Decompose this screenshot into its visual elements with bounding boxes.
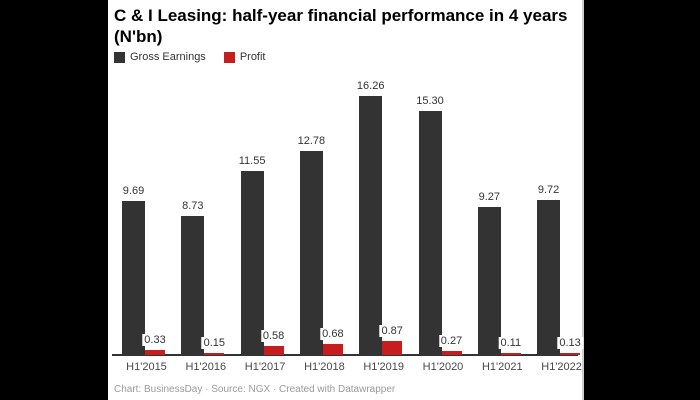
value-label-gross-earnings: 9.72	[537, 184, 560, 197]
bar-profit	[204, 352, 225, 355]
value-label-gross-earnings: 15.30	[416, 95, 444, 108]
bar-gross-earnings	[359, 95, 383, 355]
bar-profit	[500, 353, 521, 355]
x-axis-tick-label: H1'2022	[541, 361, 582, 373]
value-label-gross-earnings: 12.78	[297, 135, 326, 148]
legend-label-profit: Profit	[239, 51, 266, 63]
value-label-gross-earnings: 9.69	[122, 184, 145, 197]
value-label-gross-earnings: 8.73	[182, 199, 204, 212]
chart-title-line1: C & I Leasing: half-year financial perfo…	[114, 6, 568, 25]
bar-profit	[441, 350, 462, 355]
value-label-profit: 0.33	[142, 333, 168, 346]
legend-label-gross-earnings: Gross Earnings	[130, 51, 206, 63]
bar-profit	[560, 352, 581, 355]
bar-gross-earnings	[418, 111, 442, 355]
attribution-line: Chart: BusinessDay · Source: NGX · Creat…	[114, 384, 396, 395]
x-axis-tick-label: H1'2016	[185, 361, 227, 373]
value-label-gross-earnings: 9.27	[478, 191, 501, 204]
bar-profit	[145, 349, 165, 355]
bar-profit	[382, 341, 403, 355]
bar-profit	[263, 345, 284, 355]
value-label-profit: 0.68	[320, 328, 346, 341]
x-axis-tick-label: H1'2019	[363, 361, 404, 373]
plot-area: 9.69 0.33 H1'2015 8.73 0.15 H1'2016 11.55 0.58 H…	[108, 0, 583, 400]
x-axis-tick-label: H1'2021	[481, 361, 523, 373]
legend-item-gross-earnings: Gross Earnings	[114, 51, 206, 63]
bar-profit	[322, 344, 343, 355]
chart-legend: Gross Earnings Profit	[114, 51, 276, 63]
x-axis-tick-label: H1'2017	[244, 361, 286, 373]
x-axis-baseline	[112, 354, 578, 356]
value-label-gross-earnings: 11.55	[238, 155, 266, 167]
x-axis-tick-label: H1'2015	[126, 361, 167, 373]
legend-item-profit: Profit	[223, 51, 266, 63]
value-label-gross-earnings: 16.26	[356, 79, 385, 92]
bar-gross-earnings	[240, 171, 264, 355]
profit-swatch-icon	[223, 51, 235, 63]
chart-title-line2: (N'bn)	[114, 27, 163, 46]
value-label-profit: 0.15	[201, 336, 228, 349]
value-label-profit: 0.58	[260, 329, 287, 342]
value-label-profit: 0.27	[438, 334, 465, 347]
bar-gross-earnings	[537, 200, 561, 355]
value-label-profit: 0.13	[557, 336, 583, 349]
bar-gross-earnings	[477, 207, 501, 355]
chart-panel: C & I Leasing: half-year financial perfo…	[108, 0, 584, 400]
value-label-profit: 0.87	[379, 325, 405, 338]
gross-earnings-swatch-icon	[114, 51, 125, 63]
bar-gross-earnings	[122, 200, 145, 355]
x-axis-tick-label: H1'2018	[304, 361, 345, 373]
bar-gross-earnings	[299, 151, 323, 355]
chart-title: C & I Leasing: half-year financial perfo…	[114, 5, 568, 47]
bar-gross-earnings	[181, 215, 205, 355]
x-axis-tick-label: H1'2020	[422, 361, 464, 373]
value-label-profit: 0.11	[498, 337, 524, 350]
